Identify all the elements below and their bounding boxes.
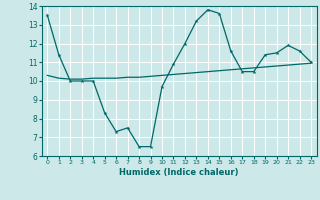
X-axis label: Humidex (Indice chaleur): Humidex (Indice chaleur) [119, 168, 239, 177]
